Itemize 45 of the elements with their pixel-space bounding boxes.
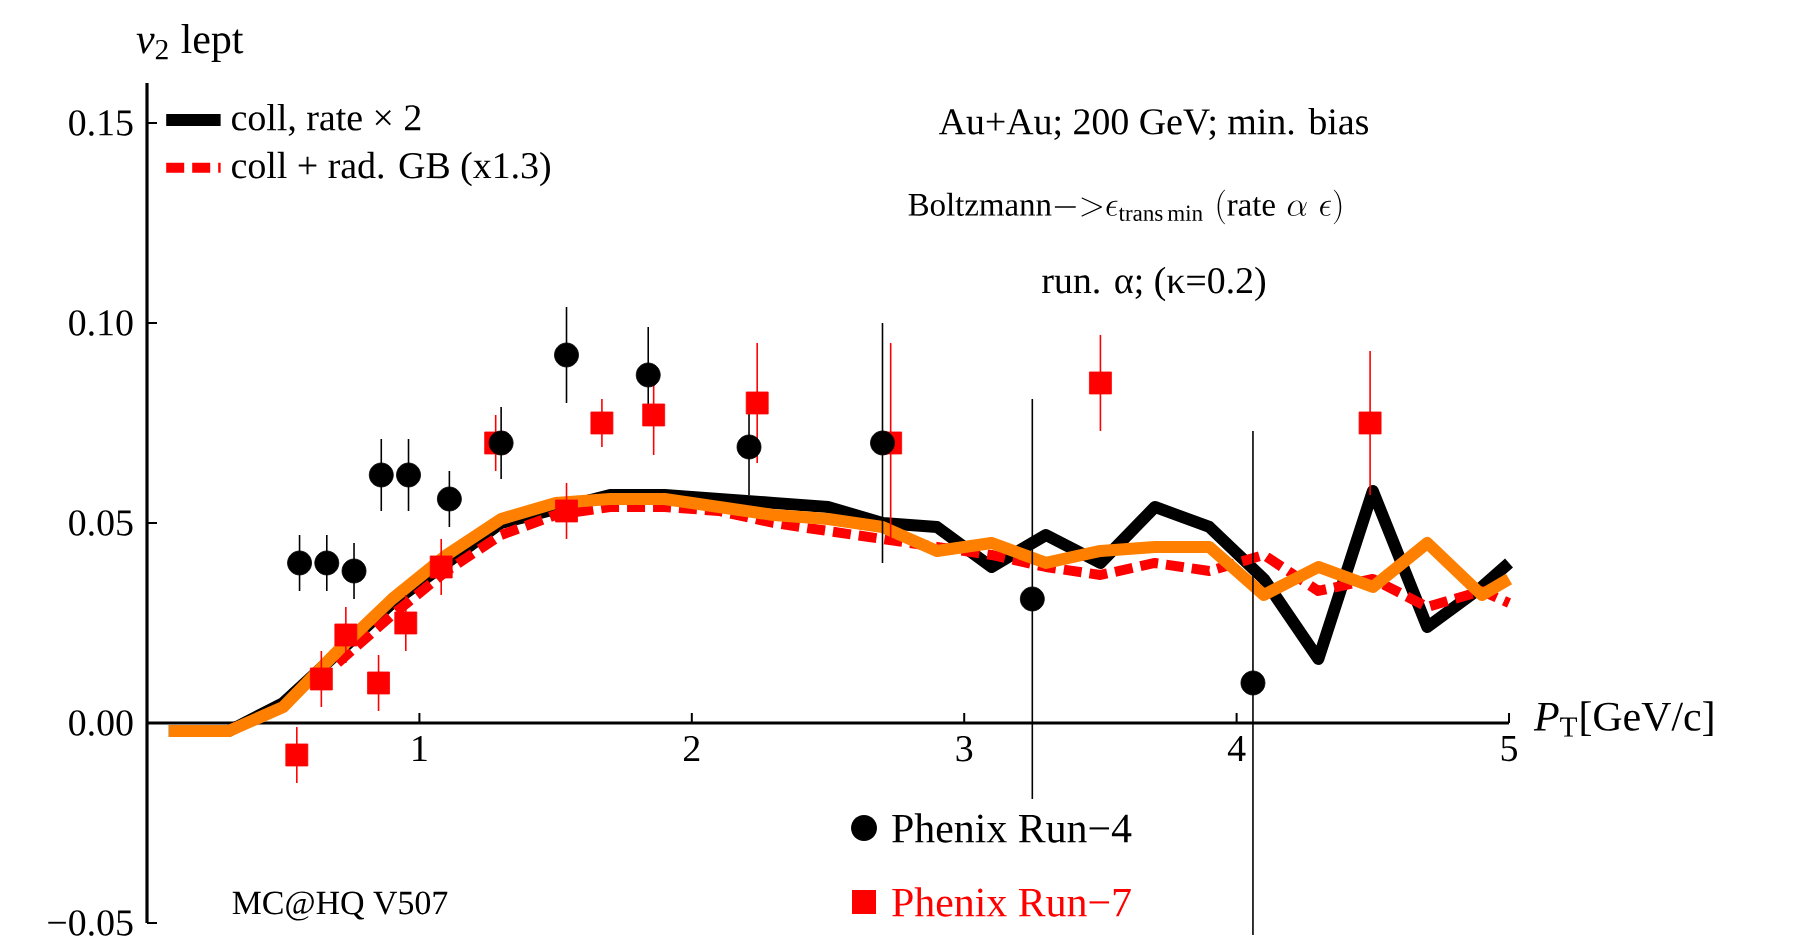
point — [590, 411, 614, 435]
point — [367, 671, 390, 695]
point — [870, 430, 895, 456]
point — [436, 486, 462, 512]
point — [341, 558, 367, 584]
point — [554, 342, 579, 368]
point — [285, 743, 309, 767]
annotation: run. α; (κ=0.2) — [1042, 266, 1266, 302]
point — [287, 550, 312, 576]
y-axis-title: v$_{2}$ lept — [136, 24, 244, 62]
y-tick-label: −0.05 — [48, 910, 133, 936]
point — [429, 555, 453, 579]
annotation: $\mathrm{Boltzmann}{-}{>}\epsilon_{\mathrm{trans\,min}}\ (\mathrm{rate}\ \alpha\ \epsilon)$ — [908, 189, 1342, 225]
y-tick-label: 0.00 — [69, 710, 133, 736]
x-tick-label: 5 — [1501, 736, 1517, 762]
x-axis-title: P$_{T}$[GeV/c] — [1533, 701, 1713, 737]
point — [309, 667, 333, 691]
x-tick-label: 2 — [684, 736, 700, 762]
point — [488, 430, 514, 456]
y-tick-label: 0.05 — [69, 510, 133, 536]
point — [555, 499, 578, 523]
x-tick-label: 1 — [413, 736, 427, 761]
point — [1358, 411, 1382, 435]
point — [642, 403, 666, 427]
point — [314, 550, 340, 576]
point — [635, 362, 661, 388]
legend-label: coll, rate × 2 — [232, 103, 421, 137]
legend-label: Phenix Run−4 — [892, 813, 1132, 843]
y-tick-label: 0.15 — [69, 110, 133, 136]
point — [334, 623, 358, 647]
point — [1089, 371, 1112, 395]
annotation: MC@HQ V507 — [232, 891, 448, 921]
legend-label: Phenix Run−7 — [892, 887, 1131, 917]
point — [745, 391, 769, 415]
x-tick-label: 3 — [956, 736, 973, 762]
point — [394, 611, 418, 635]
y-tick-label: 0.10 — [69, 310, 133, 336]
point — [1240, 670, 1266, 696]
x-tick-label: 4 — [1227, 736, 1246, 761]
annotation: Au+Au; 200 GeV; min. bias — [939, 107, 1369, 141]
legend-label: coll + rad. GB (x1.3) — [232, 151, 550, 187]
point — [1019, 586, 1045, 612]
point — [368, 462, 394, 488]
point — [396, 462, 421, 488]
point — [736, 434, 762, 460]
